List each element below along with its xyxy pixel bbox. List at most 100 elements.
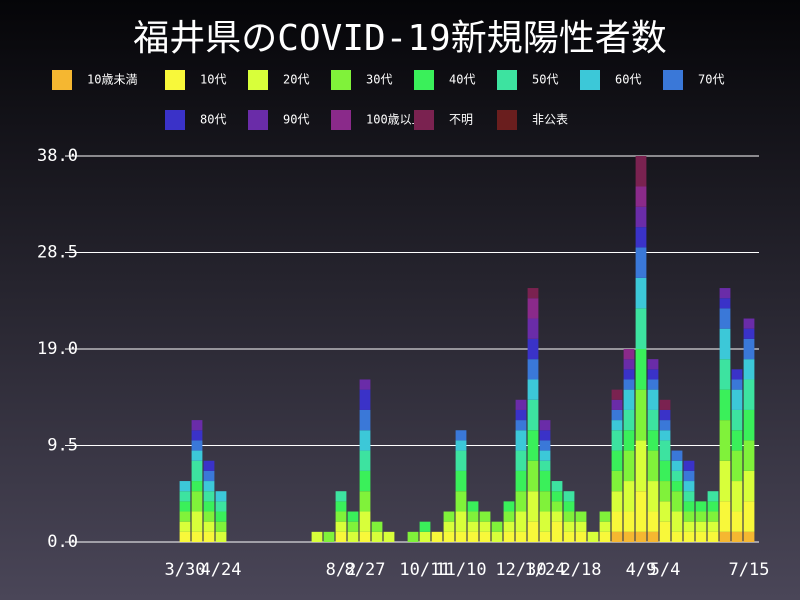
bar-segment — [551, 511, 563, 522]
bar-segment — [203, 481, 215, 492]
bar-segment — [179, 491, 191, 502]
legend-label: 10代 — [200, 73, 226, 87]
bar-segment — [611, 420, 623, 431]
bar-segment — [551, 491, 563, 502]
bar-segment — [527, 379, 539, 400]
y-tick-label: 38.0 — [37, 146, 78, 166]
y-tick-label: 28.5 — [37, 243, 78, 263]
bar-segment — [731, 409, 743, 431]
bar-segment — [503, 501, 515, 512]
legend-swatch — [414, 110, 434, 130]
bar-segment — [527, 430, 539, 461]
bar-segment — [515, 491, 527, 512]
bar-segment — [719, 501, 731, 532]
legend-label: 50代 — [532, 73, 558, 87]
bar-segment — [647, 359, 659, 370]
bar-segment — [539, 440, 551, 451]
bar-segment — [551, 521, 563, 542]
bar-segment — [719, 420, 731, 461]
y-tick-label: 19.0 — [37, 339, 78, 359]
bar-segment — [191, 430, 203, 441]
bar-segment — [635, 277, 647, 309]
legend-swatch — [580, 70, 600, 90]
bar-segment — [707, 521, 719, 532]
bar-segment — [695, 521, 707, 532]
bar-segment — [659, 409, 671, 421]
bar-segment — [731, 531, 743, 542]
bar-segment — [611, 389, 623, 400]
bar-segment — [731, 511, 743, 532]
bar-segment — [515, 430, 527, 451]
bar-segment — [707, 511, 719, 522]
bar-segment — [671, 481, 683, 492]
bar-segment — [623, 430, 635, 451]
bar-segment — [683, 511, 695, 522]
bar-segment — [659, 420, 671, 431]
bar-segment — [323, 531, 335, 542]
bar-segment — [539, 430, 551, 441]
bar-segment — [731, 450, 743, 482]
bar-segment — [371, 521, 383, 532]
bar-segment — [455, 430, 467, 441]
bar-segment — [563, 491, 575, 502]
bar-segment — [743, 409, 755, 441]
bar-segment — [191, 420, 203, 431]
bar-segment — [179, 501, 191, 512]
bar-segment — [479, 521, 491, 532]
bar-segment — [683, 481, 695, 492]
bar-segment — [347, 511, 359, 522]
bar-segment — [575, 511, 587, 522]
bar-segment — [347, 531, 359, 542]
bar-segment — [743, 328, 755, 339]
bar-segment — [359, 409, 371, 431]
bar-segment — [647, 531, 659, 542]
bar-segment — [359, 379, 371, 390]
bar-segment — [215, 511, 227, 522]
bar-segment — [707, 491, 719, 502]
bar-segment — [503, 521, 515, 532]
bar-segment — [611, 409, 623, 421]
bar-segment — [551, 481, 563, 492]
bar-segment — [623, 369, 635, 380]
bar-segment — [659, 399, 671, 410]
bar-segment — [743, 501, 755, 532]
bar-segment — [515, 511, 527, 532]
bar-segment — [527, 318, 539, 339]
bar-segment — [335, 491, 347, 502]
bar-segment — [455, 450, 467, 471]
bar-segment — [539, 511, 551, 532]
legend-swatch — [248, 70, 268, 90]
bar-segment — [623, 511, 635, 532]
bar-segment — [191, 481, 203, 492]
bar-segment — [647, 450, 659, 482]
bar-segment — [335, 521, 347, 532]
legend-swatch — [663, 70, 683, 90]
bar-segment — [191, 440, 203, 451]
bar-segment — [671, 470, 683, 482]
bar-segment — [683, 521, 695, 532]
bar-segment — [743, 470, 755, 502]
bar-segment — [359, 531, 371, 542]
legend-label: 90代 — [283, 113, 309, 127]
x-tick-label: 8/2 — [326, 560, 357, 580]
bar-segment — [431, 531, 443, 542]
bar-segment — [599, 511, 611, 522]
bar-segment — [191, 531, 203, 542]
x-tick-label: 4/9 — [626, 560, 657, 580]
bar-segment — [203, 460, 215, 471]
bar-segment — [527, 359, 539, 380]
bar-segment — [527, 399, 539, 431]
bar-segment — [359, 430, 371, 451]
x-tick-label: 8/27 — [345, 560, 386, 580]
bar-segment — [611, 399, 623, 410]
bar-segment — [683, 460, 695, 471]
bar-segment — [419, 531, 431, 542]
bar-segment — [191, 460, 203, 482]
bar-segment — [707, 501, 719, 512]
bar-segment — [203, 511, 215, 522]
bar-segment — [635, 349, 647, 390]
bar-segment — [359, 389, 371, 410]
bar-segment — [635, 308, 647, 349]
bar-segment — [215, 531, 227, 542]
bar-segment — [635, 206, 647, 228]
